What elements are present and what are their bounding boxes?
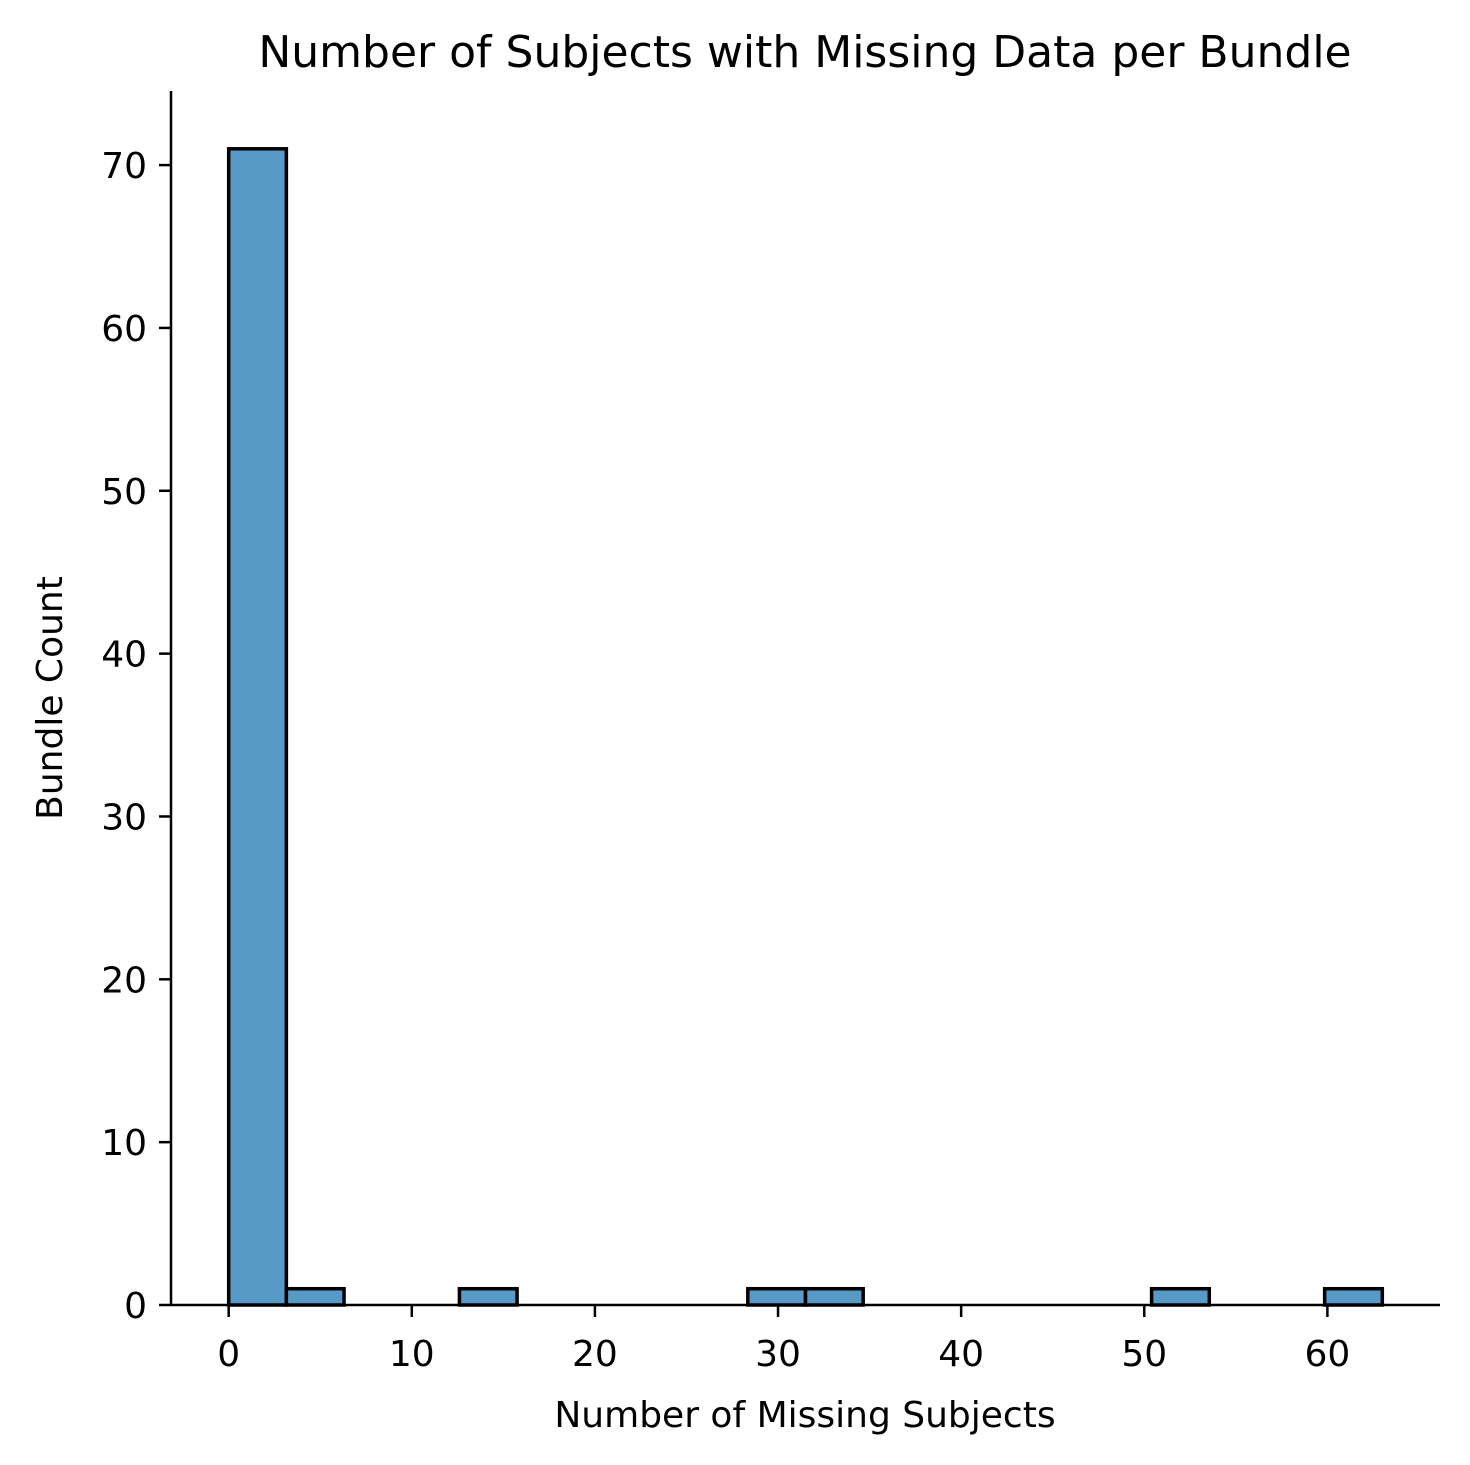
y-tick-label: 40: [101, 635, 147, 676]
bars-group: [226, 147, 1385, 1307]
y-axis-label: Bundle Count: [30, 576, 71, 820]
histogram-bar-1: [284, 1286, 346, 1307]
x-ticks-group: 0 10 20 30 40 50 60: [217, 1305, 1350, 1375]
histogram-bar-4: [803, 1286, 865, 1307]
x-tick-label: 60: [1304, 1334, 1350, 1375]
histogram-bar-2: [457, 1286, 519, 1307]
chart-title: Number of Subjects with Missing Data per…: [258, 27, 1351, 78]
y-ticks-group: 0 10 20 30 40 50 60 70: [101, 146, 171, 1327]
x-tick-label: 0: [217, 1334, 240, 1375]
x-tick-label: 30: [755, 1334, 801, 1375]
histogram-bar-6: [1322, 1286, 1385, 1307]
y-tick-label: 70: [101, 146, 147, 187]
histogram-bar-0: [226, 147, 289, 1307]
x-tick-label: 20: [572, 1334, 618, 1375]
histogram-bar-5: [1149, 1286, 1212, 1307]
y-tick-label: 10: [101, 1123, 147, 1164]
histogram-bar-3: [746, 1286, 808, 1307]
y-tick-label: 0: [124, 1286, 147, 1327]
y-tick-label: 20: [101, 960, 147, 1001]
y-tick-label: 30: [101, 797, 147, 838]
y-tick-label: 50: [101, 472, 147, 513]
x-tick-label: 50: [1121, 1334, 1167, 1375]
x-axis-label: Number of Missing Subjects: [554, 1395, 1055, 1436]
x-tick-label: 10: [389, 1334, 435, 1375]
x-tick-label: 40: [938, 1334, 984, 1375]
y-tick-label: 60: [101, 309, 147, 350]
